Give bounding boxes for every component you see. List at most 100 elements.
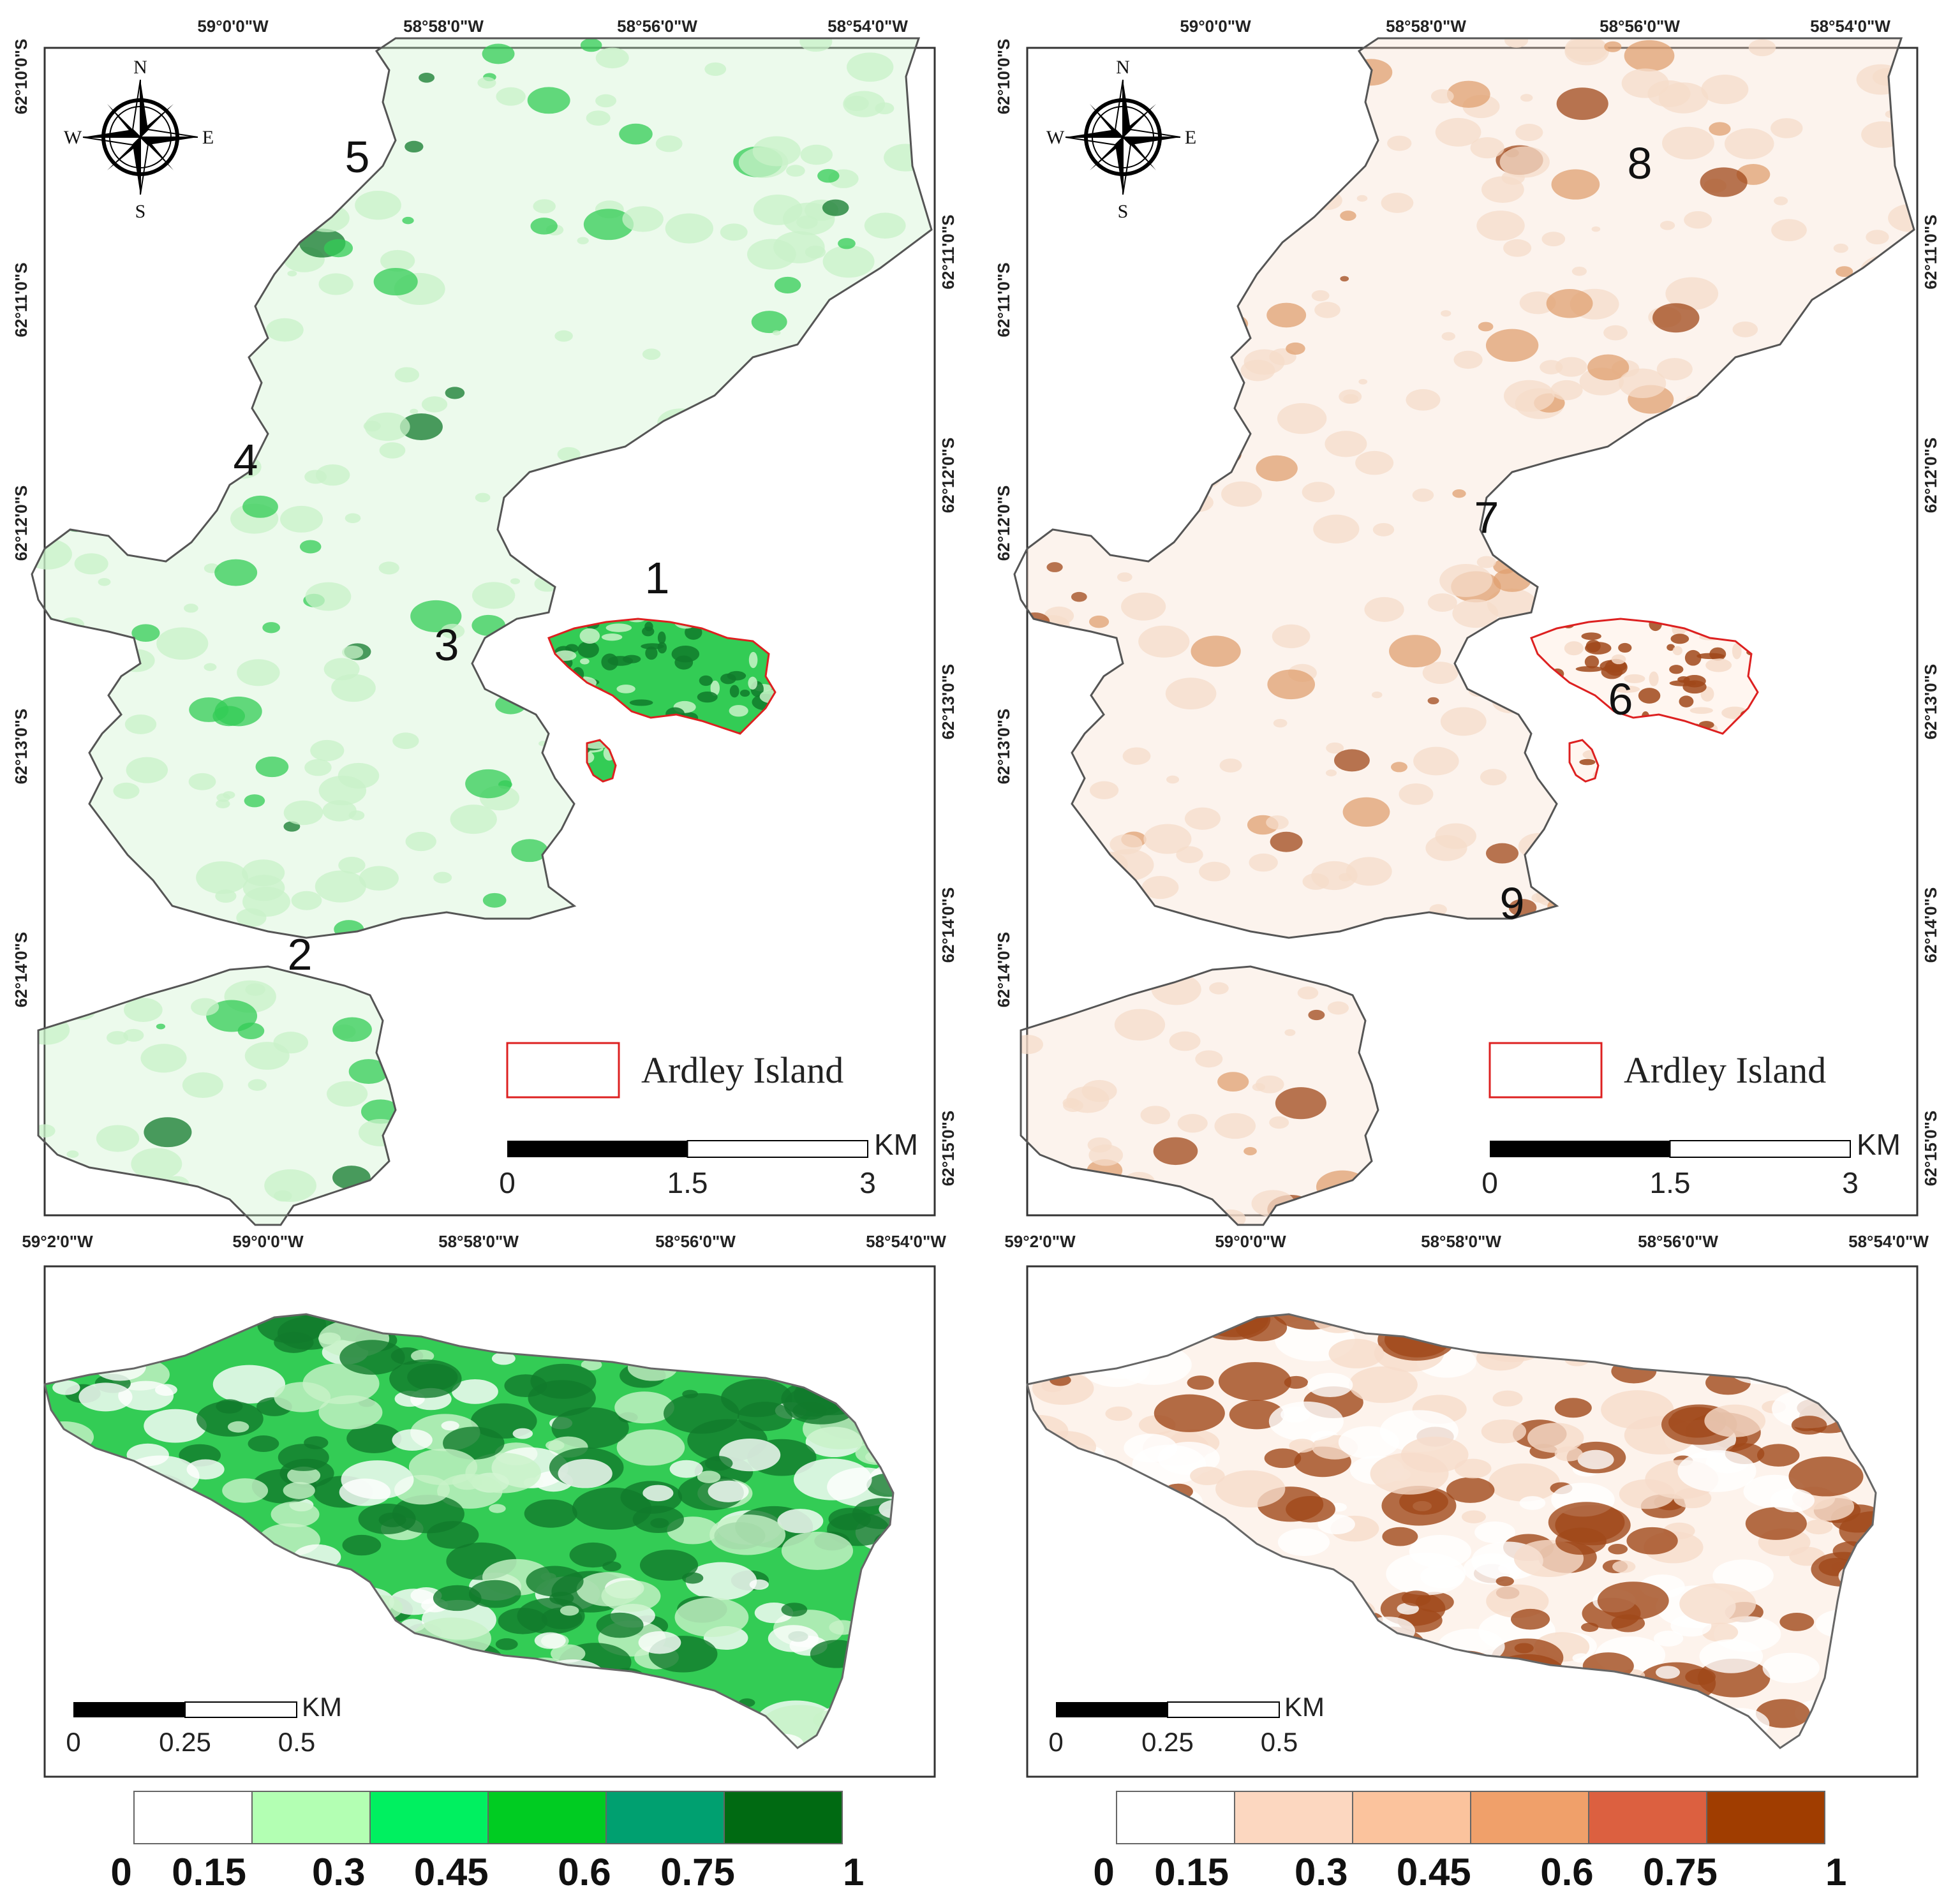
y-tick-left: 62°10'0"S: [11, 39, 31, 115]
region-label: 9: [1500, 878, 1525, 928]
inset-scale-label: 0.25: [159, 1727, 211, 1757]
x-tick-bottom: 59°0'0"W: [1215, 1232, 1286, 1251]
inset-scale-bar: [184, 1701, 297, 1718]
region-label: 5: [345, 132, 370, 182]
region-label: 4: [234, 435, 258, 485]
y-tick-right: 62°12'0"S: [939, 438, 958, 514]
y-tick-left: 62°10'0"S: [994, 39, 1013, 115]
scale-label: 3: [859, 1166, 876, 1199]
colorbar-label: 0: [1093, 1851, 1114, 1893]
svg-text:S: S: [1118, 201, 1129, 222]
colorbar-segment: [1588, 1791, 1707, 1844]
inset-scale-label: 0: [66, 1727, 80, 1757]
region-label: 2: [288, 929, 313, 979]
y-tick-right: 62°13'0"S: [939, 664, 958, 740]
legend-swatch: [506, 1042, 620, 1099]
y-tick-right: 62°12'0"S: [1921, 438, 1940, 514]
scale-bar: [687, 1140, 868, 1158]
inset-scale-unit: KM: [302, 1692, 342, 1722]
y-tick-right: 62°15'0"S: [1921, 1111, 1940, 1187]
x-tick-bottom: 59°0'0"W: [232, 1232, 304, 1251]
inset-scale-bar: [1167, 1701, 1280, 1718]
svg-text:W: W: [1046, 127, 1065, 148]
north-arrow-icon: N S E W: [64, 57, 214, 222]
colorbar-segment: [1470, 1791, 1589, 1844]
x-tick-top: 59°0'0"W: [1180, 17, 1251, 36]
colorbar-label: 0.45: [414, 1851, 489, 1893]
scale-label: 0: [1481, 1166, 1498, 1199]
scale-label: 0: [499, 1166, 516, 1199]
x-tick-bottom: 58°56'0"W: [655, 1232, 736, 1251]
x-tick-top: 58°54'0"W: [1810, 17, 1890, 36]
y-tick-right: 62°11'0"S: [1921, 214, 1940, 289]
inset-scale-label: 0.25: [1141, 1727, 1194, 1757]
scale-label: 1.5: [1650, 1166, 1691, 1199]
y-tick-right: 62°13'0"S: [1921, 664, 1940, 740]
green-inset-panel: 0 0.25 0.5 KM: [43, 1265, 936, 1778]
region-label: 3: [434, 620, 459, 670]
x-tick-bottom: 58°58'0"W: [438, 1232, 519, 1251]
legend-label: Ardley Island: [641, 1049, 843, 1091]
y-tick-left: 62°12'0"S: [994, 485, 1013, 561]
x-tick-top: 58°58'0"W: [1386, 17, 1466, 36]
svg-text:E: E: [202, 127, 214, 148]
colorbar-label: 0: [110, 1851, 131, 1893]
colorbar-label: 1: [843, 1851, 864, 1893]
north-arrow-icon: N S E W: [1046, 57, 1196, 222]
x-tick-top: 58°58'0"W: [403, 17, 484, 36]
region-label: 6: [1608, 674, 1633, 724]
inset-scale-label: 0: [1048, 1727, 1063, 1757]
y-tick-left: 62°11'0"S: [11, 262, 31, 337]
y-tick-left: 62°13'0"S: [994, 709, 1013, 785]
colorbar-label: 0.75: [660, 1851, 735, 1893]
colorbar-label: 0.15: [1154, 1851, 1229, 1893]
inset-scale-label: 0.5: [278, 1727, 315, 1757]
colorbar-label: 0.6: [1540, 1851, 1593, 1893]
colorbar-segment: [1706, 1791, 1825, 1844]
scale-label: 3: [1842, 1166, 1859, 1199]
scale-label: 1.5: [667, 1166, 708, 1199]
svg-text:N: N: [1116, 57, 1130, 78]
colorbar-segment: [369, 1791, 489, 1844]
svg-text:S: S: [135, 201, 146, 222]
x-tick-bottom: 58°54'0"W: [866, 1232, 946, 1251]
colorbar: 0 0.15 0.3 0.45 0.6 0.75 1: [1093, 1791, 1846, 1893]
y-tick-right: 62°11'0"S: [939, 214, 958, 289]
y-tick-left: 62°12'0"S: [11, 485, 31, 561]
colorbar-segment: [1234, 1791, 1353, 1844]
svg-text:E: E: [1185, 127, 1196, 148]
colorbar-segment: [133, 1791, 253, 1844]
colorbar-label: 0.3: [312, 1851, 365, 1893]
colorbar-label: 0.6: [558, 1851, 611, 1893]
y-tick-right: 62°14'0"S: [939, 887, 958, 963]
green-map-panel: 1 2 3 4 5 N S E W Ardley Island 0 1.5 3 KM 59°0'0"W 58°…: [11, 17, 958, 1251]
colorbar-label: 0.3: [1295, 1851, 1348, 1893]
colorbar-segment: [487, 1791, 607, 1844]
y-tick-left: 62°14'0"S: [11, 932, 31, 1008]
brown-inset-panel: 0 0.25 0.5 KM: [1026, 1265, 1919, 1778]
brown-map-panel: 6 7 8 9 N S E W Ardley Island 0 1.5 3 KM 59°0'0"W 58°5…: [994, 17, 1940, 1251]
colorbar-label: 0.15: [172, 1851, 246, 1893]
scale-unit: KM: [1857, 1128, 1901, 1161]
x-tick-bottom: 58°58'0"W: [1421, 1232, 1501, 1251]
legend-swatch: [1489, 1042, 1603, 1099]
scale-unit: KM: [874, 1128, 918, 1161]
colorbar-segment: [1352, 1791, 1471, 1844]
legend-label: Ardley Island: [1624, 1049, 1826, 1091]
x-tick-bottom: 58°54'0"W: [1848, 1232, 1929, 1251]
colorbar-label: 0.45: [1397, 1851, 1471, 1893]
x-tick-top: 58°54'0"W: [828, 17, 908, 36]
svg-text:W: W: [64, 127, 82, 148]
colorbar-label: 1: [1825, 1851, 1846, 1893]
y-tick-left: 62°14'0"S: [994, 932, 1013, 1008]
x-tick-bottom: 59°2'0"W: [22, 1232, 93, 1251]
inset-scale-unit: KM: [1284, 1692, 1325, 1722]
colorbar-segment: [605, 1791, 725, 1844]
region-label: 8: [1628, 138, 1652, 188]
x-tick-bottom: 59°2'0"W: [1004, 1232, 1076, 1251]
x-tick-top: 58°56'0"W: [617, 17, 697, 36]
colorbar-segment: [1116, 1791, 1235, 1844]
colorbar: 0 0.15 0.3 0.45 0.6 0.75 1: [110, 1791, 864, 1893]
y-tick-right: 62°15'0"S: [939, 1111, 958, 1187]
